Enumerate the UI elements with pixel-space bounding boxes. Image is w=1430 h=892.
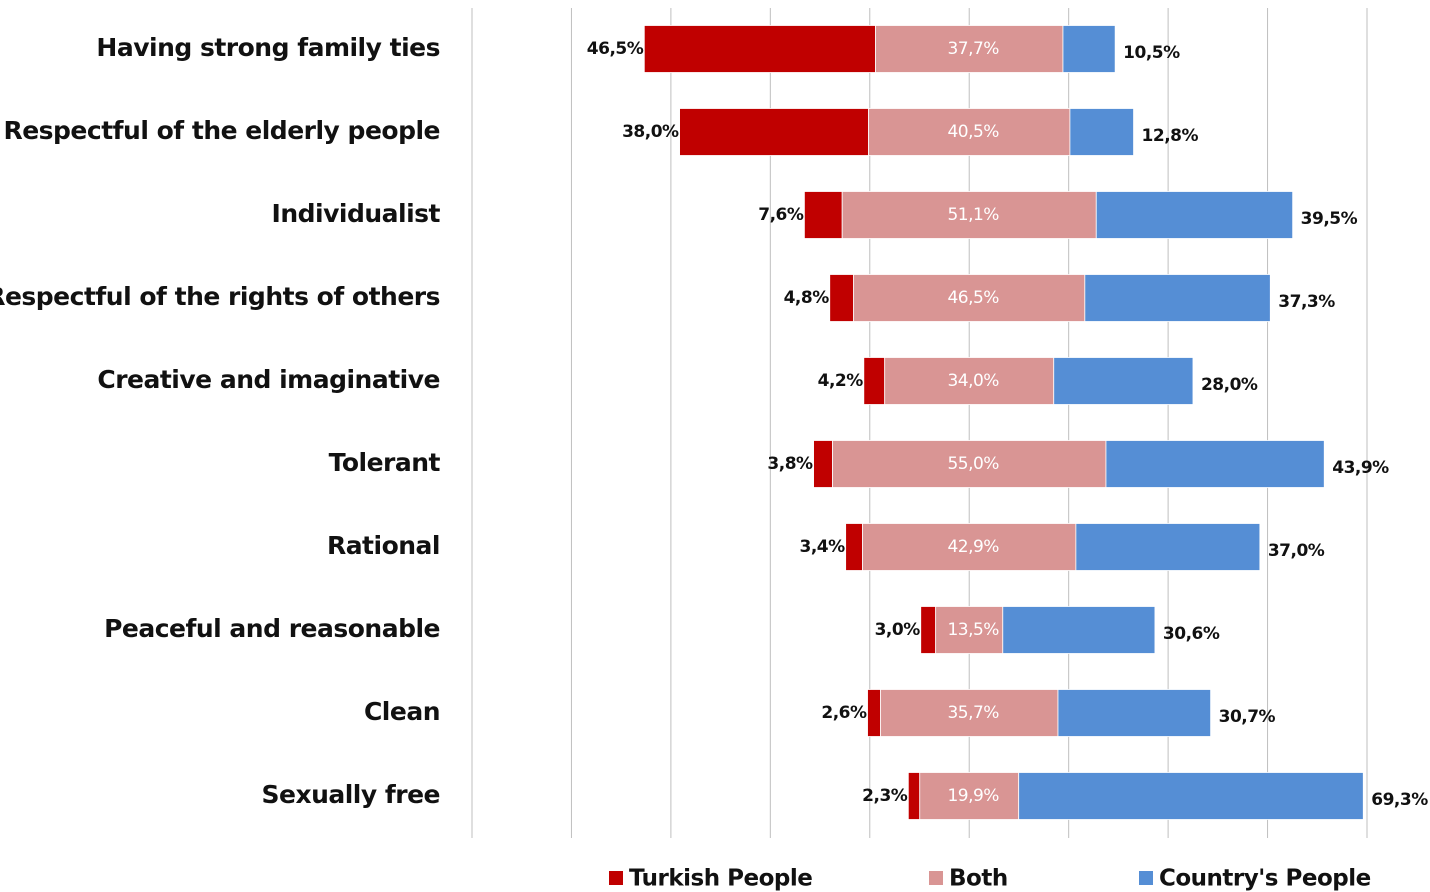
bar-segment (1075, 523, 1261, 571)
bar-segment (920, 606, 937, 654)
data-label: 38,0% (622, 122, 679, 142)
data-label: 46,5% (947, 288, 999, 308)
category-label: Creative and imaginative (97, 365, 440, 394)
bar-segment (919, 772, 1020, 820)
bar-segment (884, 357, 1055, 405)
bar-segment (1069, 108, 1134, 156)
data-label: 2,3% (862, 786, 908, 806)
bar-segment (841, 191, 1097, 239)
category-label: Peaceful and reasonable (104, 614, 440, 643)
data-label: 42,9% (947, 537, 999, 557)
bar-segment (1002, 606, 1156, 654)
data-label: 37,3% (1278, 292, 1335, 312)
legend-label: Both (949, 866, 1008, 892)
category-label: Respectful of the elderly people (3, 116, 440, 145)
data-label: 39,5% (1301, 209, 1358, 229)
bar-segment (853, 274, 1086, 322)
data-label: 30,6% (1163, 624, 1220, 644)
data-label: 7,6% (758, 205, 804, 225)
data-label: 43,9% (1332, 458, 1389, 478)
data-label: 69,3% (1371, 790, 1428, 810)
bar-segment (935, 606, 1004, 654)
bar-segment (1018, 772, 1364, 820)
bar-segment (679, 108, 869, 156)
category-label: Rational (327, 531, 440, 560)
data-label: 40,5% (947, 122, 999, 142)
legend-swatch (609, 871, 623, 885)
bar-segment (1062, 25, 1116, 73)
data-label: 46,5% (587, 39, 644, 59)
data-label: 4,8% (784, 288, 830, 308)
data-label: 34,0% (947, 371, 999, 391)
data-label: 35,7% (947, 703, 999, 723)
data-label: 13,5% (947, 620, 999, 640)
bar-segment (862, 523, 1077, 571)
data-label: 3,8% (767, 454, 813, 474)
legend-swatch (929, 871, 943, 885)
bar-segment (813, 440, 833, 488)
data-label: 37,7% (947, 39, 999, 59)
data-label: 30,7% (1219, 707, 1276, 727)
bar-segment (803, 191, 843, 239)
data-label: 2,6% (821, 703, 867, 723)
category-label: Individualist (272, 199, 441, 228)
category-label: Having strong family ties (96, 33, 440, 62)
bar-segment (863, 357, 886, 405)
data-label: 55,0% (947, 454, 999, 474)
category-label: Respectful of the rights of others (0, 282, 440, 311)
bar-segment (643, 25, 876, 73)
legend-swatch (1139, 871, 1153, 885)
category-label: Sexually free (261, 780, 440, 809)
data-label: 12,8% (1142, 126, 1199, 146)
bar-segment (880, 689, 1059, 737)
bar-segment (868, 108, 1071, 156)
category-label: Tolerant (329, 448, 441, 477)
bar-segment (1105, 440, 1325, 488)
category-label: Clean (364, 697, 440, 726)
bar-segment (1095, 191, 1294, 239)
data-label: 19,9% (947, 786, 999, 806)
bar-segment (832, 440, 1107, 488)
data-label: 28,0% (1201, 375, 1258, 395)
bar-segment (1057, 689, 1212, 737)
data-label: 10,5% (1123, 43, 1180, 63)
legend-label: Turkish People (629, 866, 812, 892)
bar-segment (845, 523, 863, 571)
data-label: 3,4% (800, 537, 846, 557)
data-label: 37,0% (1268, 541, 1325, 561)
data-label: 4,2% (818, 371, 864, 391)
bar-segment (867, 689, 881, 737)
bar-segment (1084, 274, 1271, 322)
legend-label: Country's People (1159, 866, 1371, 892)
bar-segment (829, 274, 855, 322)
data-label: 3,0% (875, 620, 921, 640)
data-label: 51,1% (947, 205, 999, 225)
bar-segment (907, 772, 921, 820)
bar-segment (1053, 357, 1194, 405)
